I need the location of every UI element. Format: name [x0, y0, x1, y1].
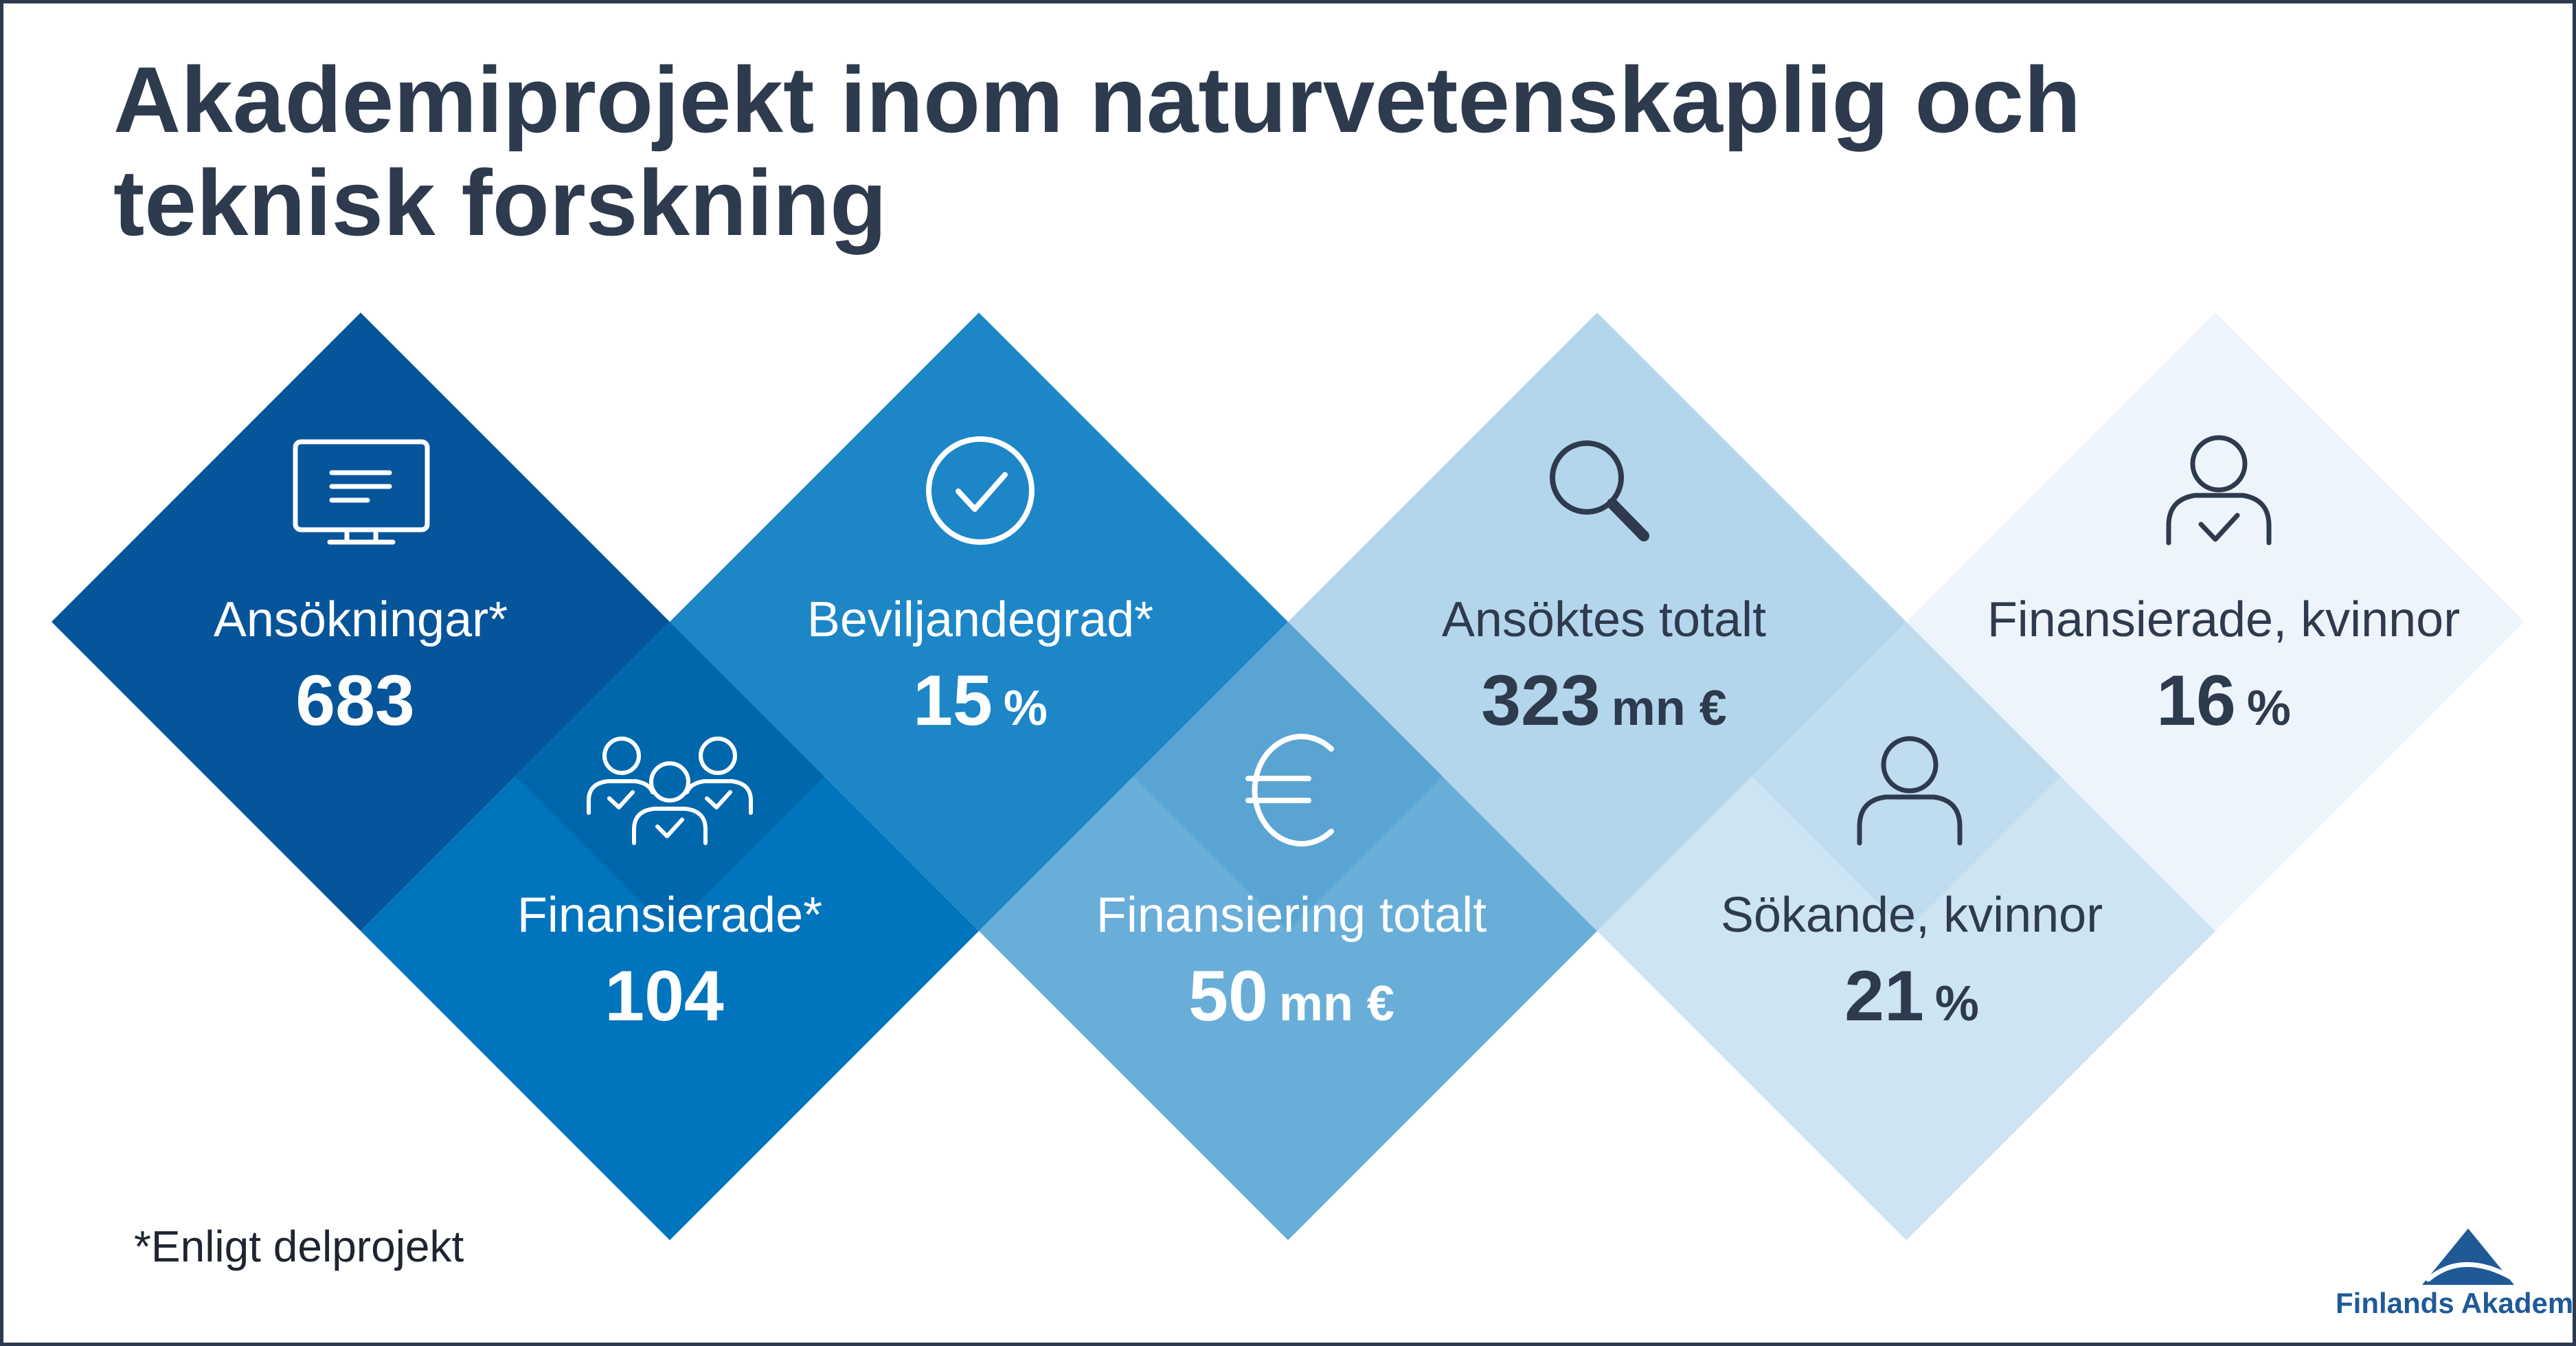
magnifier-icon [1550, 440, 1649, 541]
funding-total-unit: mn € [1278, 976, 1394, 1031]
overlap-shade [1752, 622, 2061, 931]
applicants-women-unit: % [1934, 976, 1979, 1031]
funded-label: Finansierade* [517, 888, 823, 943]
funded-women-unit: % [2246, 681, 2291, 736]
monitor-icon [293, 439, 430, 545]
applicants-women-number: 21 [1844, 956, 1924, 1036]
funded-value: 104 [605, 955, 735, 1045]
approval-rate-unit: % [1003, 681, 1048, 736]
applications-value: 683 [295, 660, 426, 750]
check-circle-icon [926, 436, 1035, 545]
applied-total-label: Ansöktes totalt [1441, 592, 1767, 647]
euro-icon [1245, 734, 1334, 846]
footnote: *Enligt delprojekt [134, 1222, 464, 1271]
approval-rate-value: 15% [913, 660, 1048, 750]
people-check-icon [587, 737, 753, 845]
applicants-women-value: 21% [1844, 955, 1979, 1045]
overlap-shade [515, 622, 824, 931]
funding-total-label: Finansiering totalt [1096, 888, 1487, 943]
applied-total-number: 323 [1481, 661, 1601, 741]
funding-total-number: 50 [1188, 956, 1268, 1036]
applications-label: Ansökningar* [213, 592, 508, 647]
person-icon [1857, 736, 1963, 846]
approval-rate-number: 15 [913, 661, 993, 741]
funded-women-label: Finansierade, kvinnor [1987, 592, 2461, 647]
page-title: Akademiprojekt inom naturvetenskaplig oc… [113, 47, 2081, 255]
funded-women-value: 16% [2156, 660, 2291, 750]
tiles-graphic [52, 313, 2524, 1240]
person-check-icon [2166, 435, 2272, 546]
applicants-women-label: Sökande, kvinnor [1720, 888, 2103, 943]
approval-rate-label: Beviljandegrad* [806, 592, 1154, 647]
funded-women-number: 16 [2156, 661, 2236, 741]
triangle-logo-icon [2422, 1229, 2515, 1285]
funded-number: 104 [605, 956, 724, 1036]
applied-total-value: 323 mn € [1481, 660, 1727, 750]
funding-total-value: 50 mn € [1188, 955, 1394, 1045]
logo-name: Finlands Akademi [2336, 1287, 2576, 1319]
applications-number: 683 [295, 661, 415, 741]
applied-total-unit: mn € [1611, 681, 1727, 736]
